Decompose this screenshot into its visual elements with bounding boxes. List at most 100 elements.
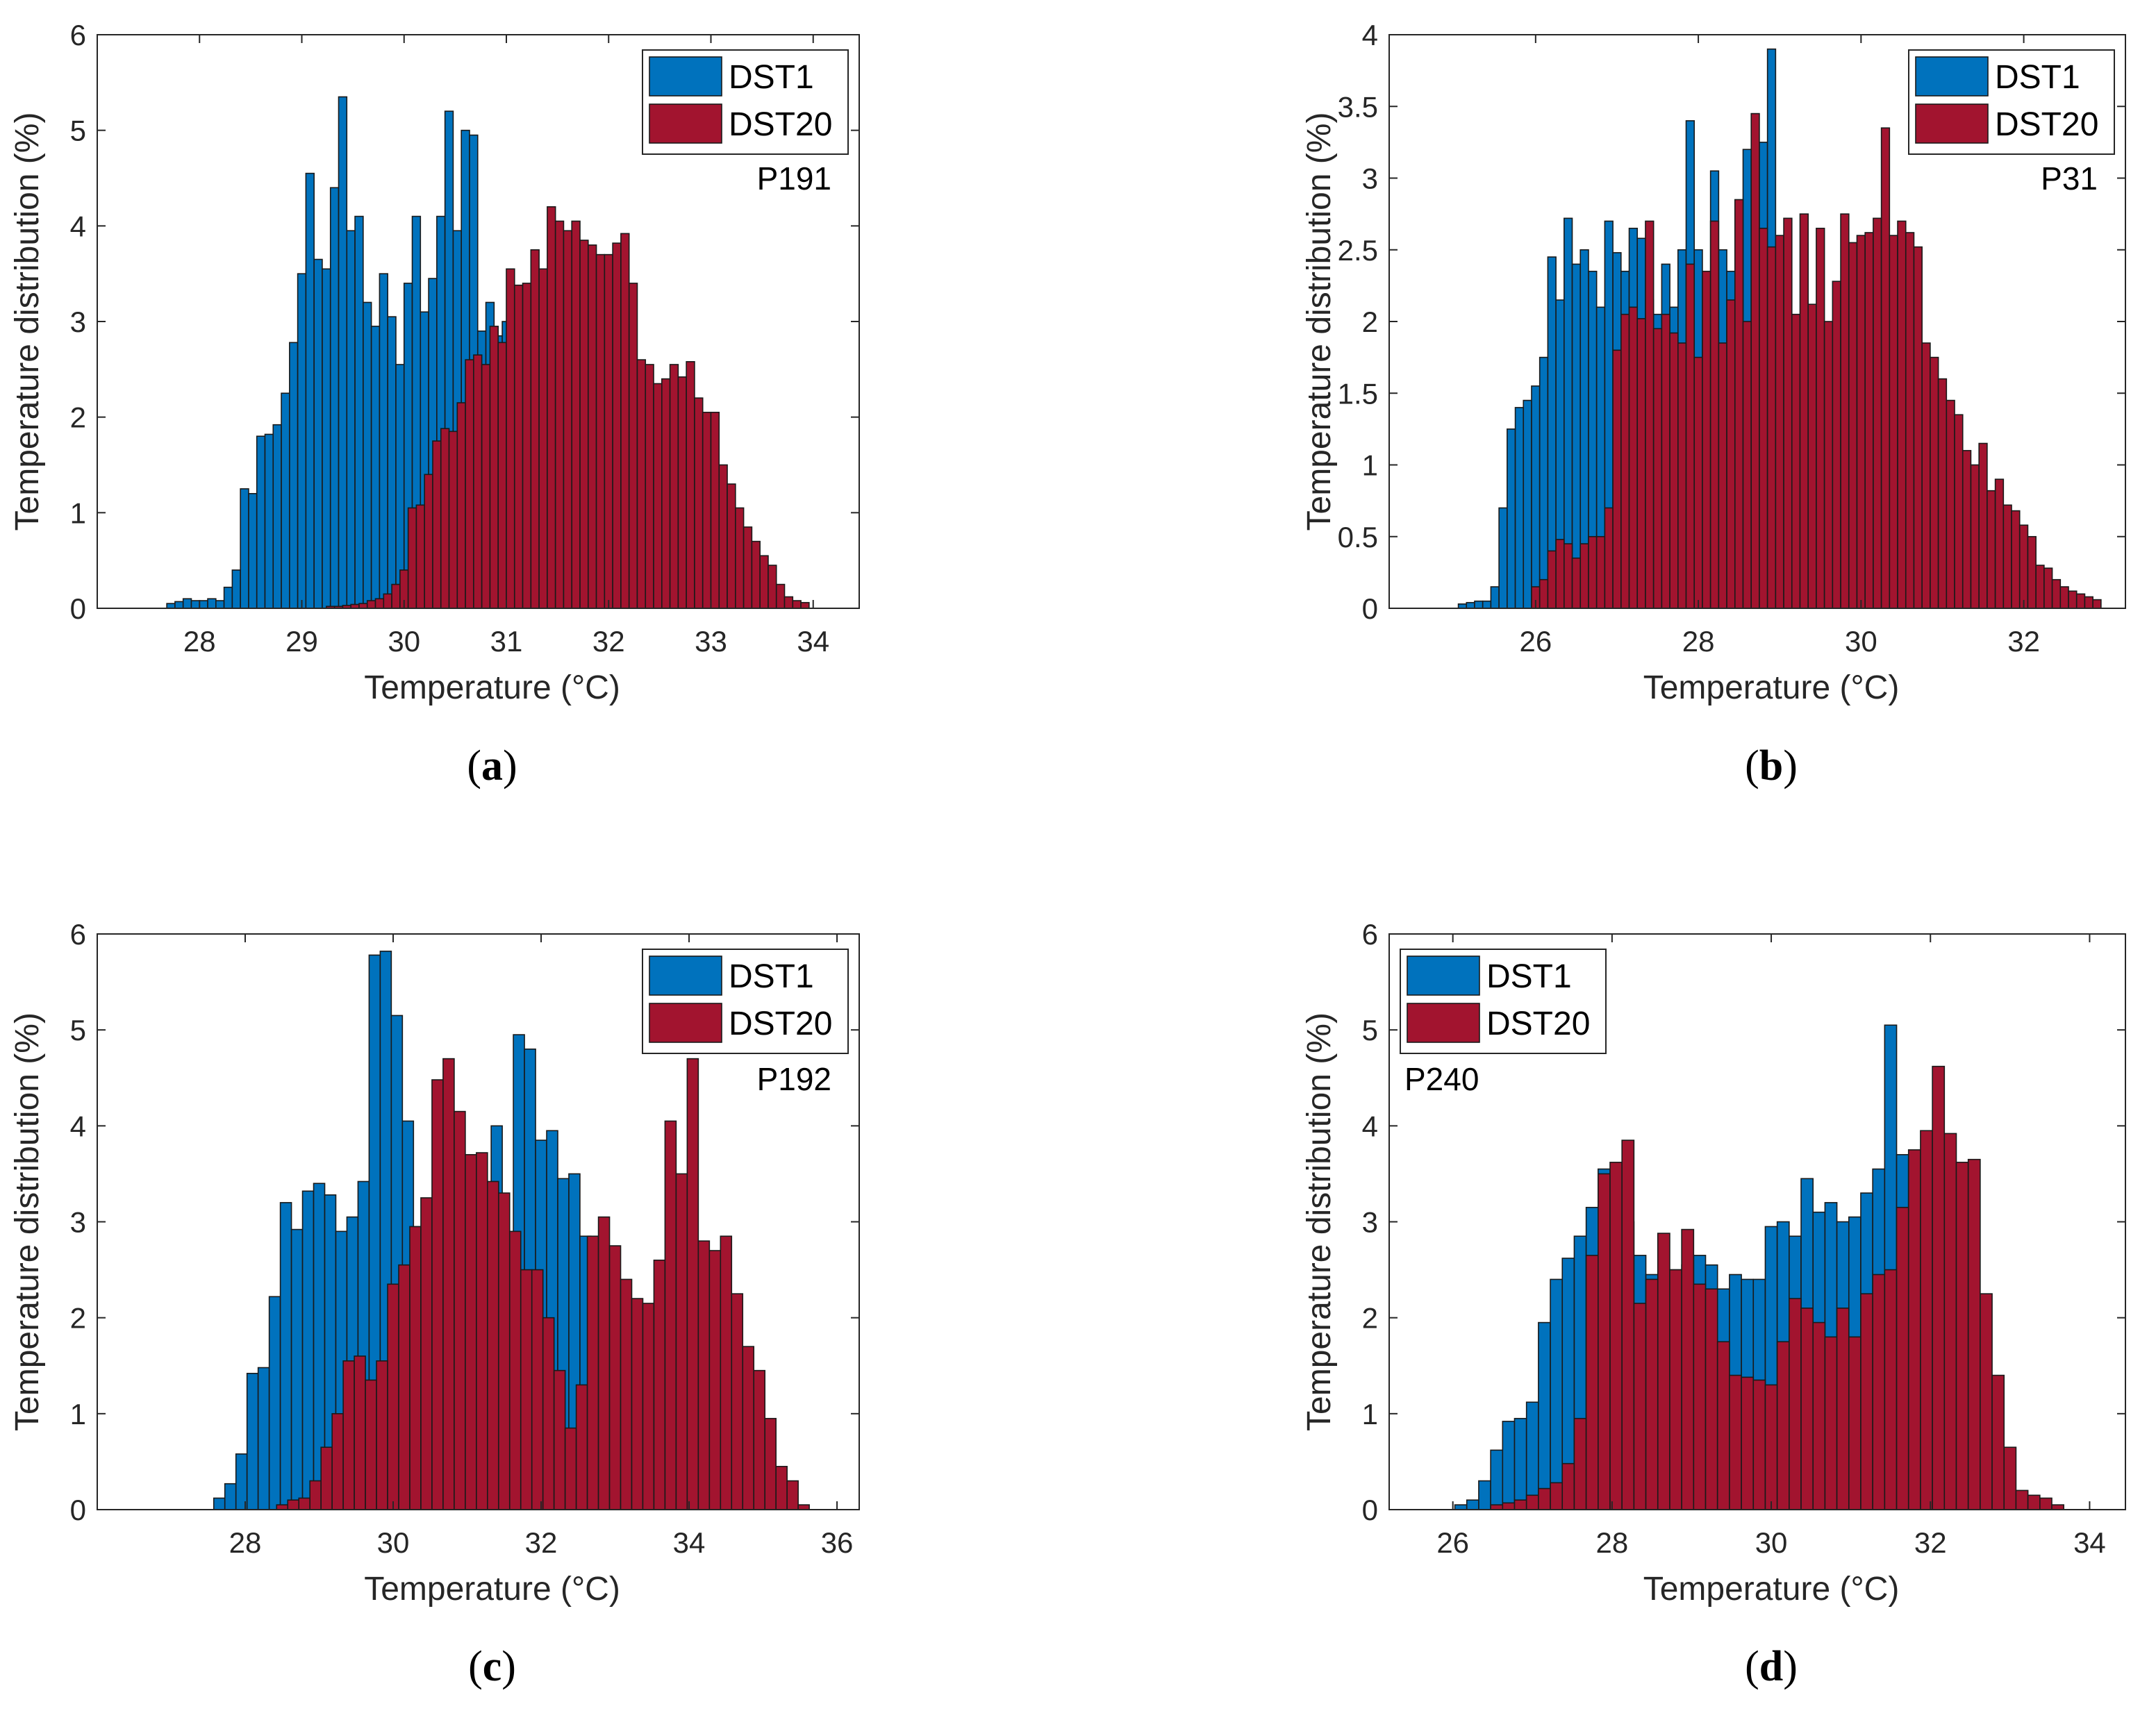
bar-dst20 (2039, 1497, 2053, 1510)
bar-dst1 (190, 600, 201, 609)
bar-dst20 (2027, 1494, 2041, 1510)
bar-dst20 (320, 1446, 333, 1510)
bar-dst20 (587, 244, 597, 609)
bar-dst20 (1905, 232, 1915, 609)
bar-dst20 (1609, 1162, 1623, 1510)
bar-dst20 (675, 1173, 688, 1510)
bar-dst20 (383, 593, 392, 609)
y-tick-label: 0.5 (1338, 521, 1378, 553)
bar-dst20 (2051, 578, 2062, 609)
bar-dst20 (579, 240, 589, 609)
bar-dst20 (1588, 535, 1598, 609)
bar-dst20 (465, 359, 474, 609)
bar-dst20 (1612, 349, 1622, 609)
x-tick-label: 29 (285, 625, 318, 658)
bar-dst20 (1525, 1494, 1539, 1510)
bar-dst20 (365, 1379, 377, 1510)
bar-dst20 (542, 1317, 555, 1510)
bar-dst20 (276, 1504, 289, 1510)
bar-dst20 (1994, 478, 2005, 609)
bar-dst20 (2051, 1504, 2064, 1510)
bar-dst20 (686, 1058, 699, 1510)
y-tick-label: 0 (1362, 592, 1378, 625)
bar-dst20 (735, 507, 745, 609)
bar-dst20 (1764, 1384, 1778, 1510)
bar-dst20 (448, 431, 458, 609)
bar-dst20 (1579, 543, 1589, 609)
legend-label-dst20: DST20 (1486, 1005, 1590, 1042)
bar-dst20 (1555, 539, 1565, 609)
y-tick-label: 1 (1362, 449, 1378, 482)
x-axis-label: Temperature (°C) (1643, 669, 1900, 706)
bar-dst20 (2075, 593, 2086, 609)
bar-dst20 (409, 1226, 422, 1510)
y-axis-label: Temperature distribution (%) (1301, 112, 1338, 531)
bar-dst20 (1633, 1303, 1647, 1510)
bar-dst20 (727, 483, 736, 609)
x-tick-label: 32 (525, 1526, 558, 1559)
bar-dst20 (1693, 356, 1703, 609)
bar-dst20 (620, 1278, 633, 1510)
bar-dst20 (1669, 1269, 1682, 1510)
bar-dst20 (2015, 1489, 2029, 1510)
x-tick-label: 28 (1682, 625, 1715, 658)
y-tick-label: 0 (1362, 1494, 1378, 1526)
legend-swatch-dst1 (1407, 955, 1480, 996)
bar-dst20 (1970, 464, 1980, 609)
bar-dst1 (387, 316, 397, 609)
bar-dst20 (487, 1180, 499, 1510)
bar-dst20 (751, 540, 761, 609)
bar-dst20 (669, 364, 679, 609)
bar-dst1 (279, 1202, 292, 1510)
y-axis-label: Temperature distribution (%) (1301, 1012, 1338, 1431)
bar-dst20 (547, 206, 556, 609)
bar-dst20 (481, 364, 491, 609)
bar-dst20 (1836, 1308, 1850, 1510)
bar-dst20 (694, 397, 704, 609)
bar-dst20 (1884, 1269, 1898, 1510)
bar-dst20 (287, 1499, 300, 1510)
bar-dst20 (1775, 235, 1784, 609)
bar-dst20 (1716, 1341, 1730, 1510)
bar-dst20 (677, 376, 687, 609)
bar-dst20 (708, 1250, 722, 1510)
bar-dst20 (2018, 524, 2029, 609)
bar-dst1 (1514, 407, 1525, 609)
bar-dst20 (697, 1240, 711, 1510)
bar-dst1 (240, 488, 249, 609)
bar-dst20 (753, 1369, 766, 1510)
bar-dst20 (743, 526, 753, 609)
bar-dst20 (1962, 450, 1972, 609)
bar-dst20 (1645, 220, 1655, 609)
bar-dst20 (1669, 332, 1679, 609)
bar-dst20 (489, 326, 499, 609)
bar-dst20 (1734, 199, 1744, 609)
bar-dst20 (1816, 227, 1825, 609)
bar-dst20 (759, 555, 769, 609)
y-tick-label: 5 (1362, 1014, 1378, 1046)
bar-dst20 (366, 600, 376, 609)
bar-dst1 (215, 600, 225, 609)
bar-dst20 (1561, 1462, 1575, 1510)
bar-dst20 (1907, 1149, 1921, 1510)
bar-dst20 (420, 1197, 433, 1510)
series-dst20 (1531, 112, 2102, 609)
y-tick-label: 3.5 (1338, 90, 1378, 123)
panel-caption: (b) (1745, 742, 1798, 790)
bar-dst20 (2092, 599, 2102, 609)
bar-dst20 (636, 359, 647, 609)
bar-dst1 (290, 1228, 304, 1510)
y-axis-label: Temperature distribution (%) (9, 112, 46, 531)
bar-dst1 (289, 342, 299, 609)
bar-dst20 (1840, 213, 1850, 609)
bar-dst20 (1980, 1293, 1993, 1510)
bar-dst20 (513, 284, 524, 609)
y-tick-label: 1 (70, 1398, 86, 1430)
bar-dst20 (1766, 246, 1777, 609)
bar-dst20 (575, 1384, 588, 1510)
legend-swatch-dst20 (649, 103, 722, 144)
x-tick-label: 32 (1914, 1526, 1947, 1559)
x-tick-label: 30 (388, 625, 420, 658)
bar-dst20 (1573, 1417, 1587, 1510)
bar-dst20 (1889, 235, 1898, 609)
